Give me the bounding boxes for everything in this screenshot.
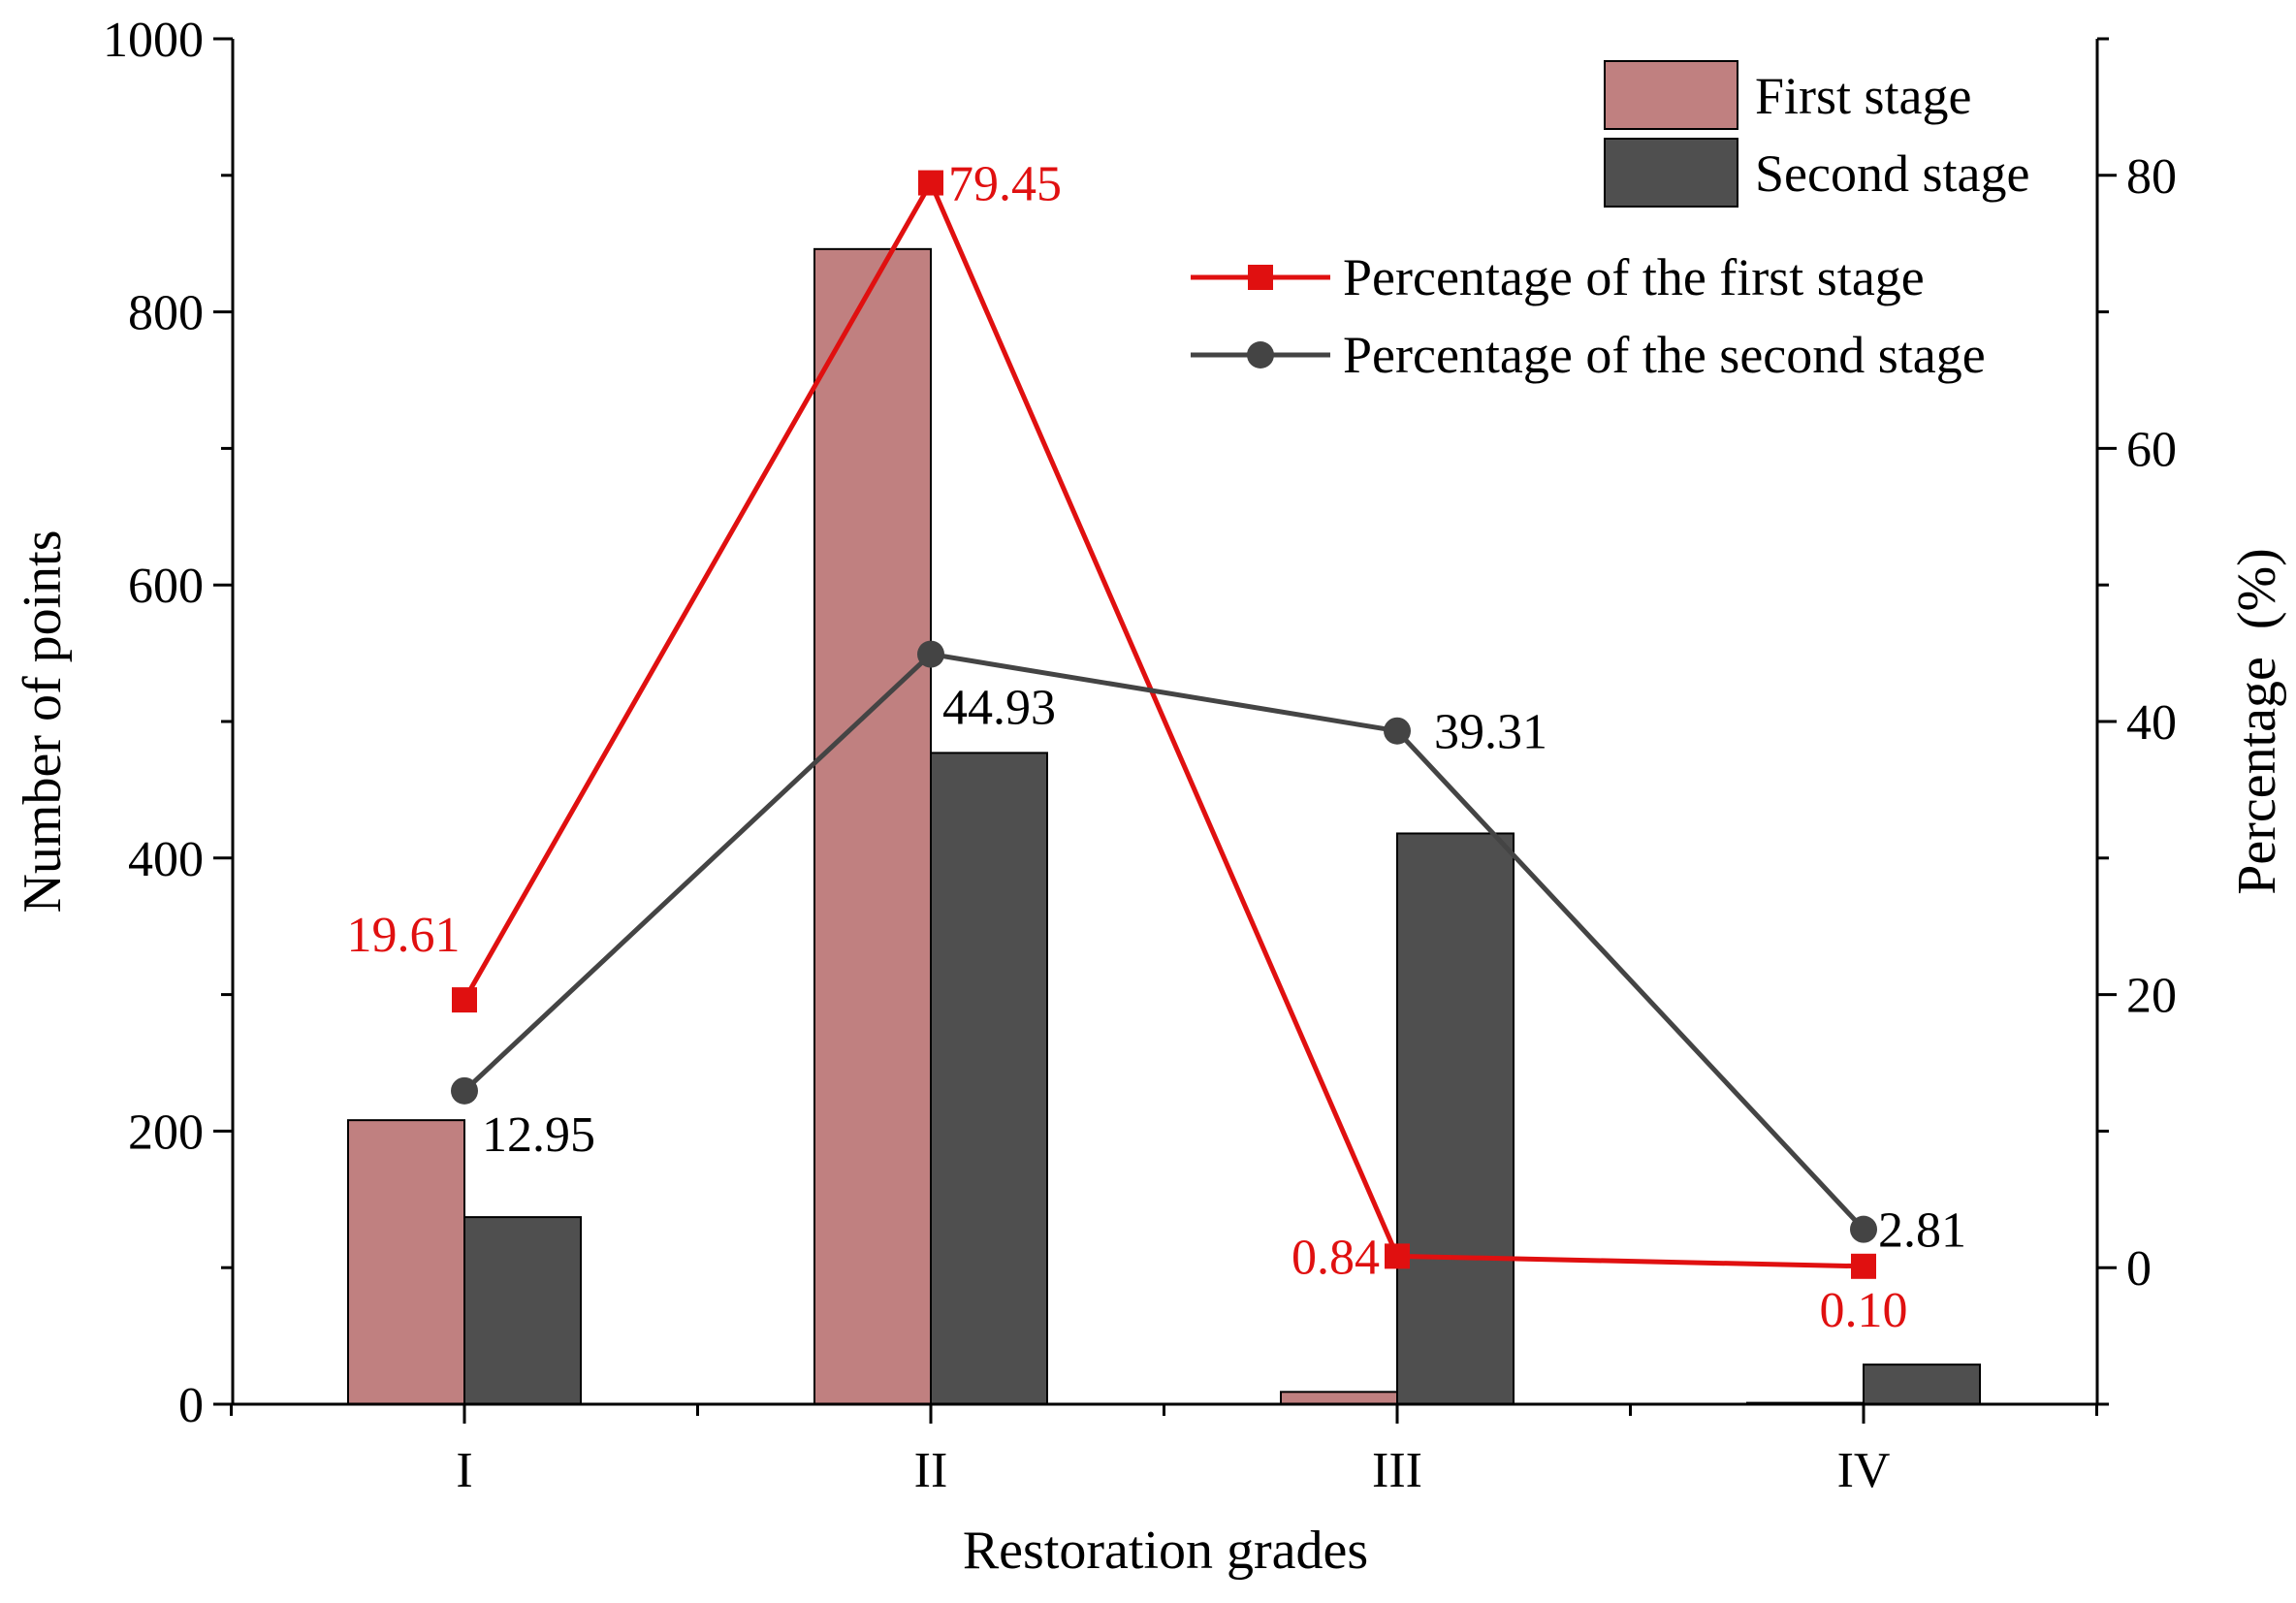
- data-labels-layer: 19.61 79.45 0.84 0.10 12.95 44.93 39.31 2.81: [347, 157, 1967, 1338]
- y-tick-label: 400: [128, 832, 204, 887]
- y-tick-label: 800: [128, 286, 204, 341]
- bar-first-stage-II: [813, 247, 932, 1405]
- y2-tick-label: 40: [2126, 695, 2177, 751]
- legend-swatch-first-stage: [1604, 60, 1738, 130]
- bar-first-stage-III: [1280, 1391, 1398, 1406]
- marker-first-IV: [1851, 1253, 1876, 1279]
- y-tick-label: 200: [128, 1105, 204, 1160]
- data-label-first-III: 0.84: [1292, 1230, 1380, 1285]
- y2-tick-label: 0: [2126, 1241, 2152, 1297]
- legend-label-first-stage-percentage: Percentage of the first stage: [1343, 248, 1925, 306]
- legend-label-second-stage-percentage: Percentage of the second stage: [1343, 326, 1986, 384]
- bar-second-stage-IV: [1863, 1363, 1981, 1405]
- legend-swatch-second-stage: [1604, 138, 1738, 208]
- legend-label-first-stage: First stage: [1755, 67, 1972, 125]
- legend-marker-second-stage: [1247, 341, 1274, 369]
- bar-second-stage-II: [930, 752, 1048, 1405]
- data-label-first-II: 79.45: [948, 157, 1062, 212]
- marker-second-I: [451, 1076, 478, 1105]
- y2-tick-label: 60: [2126, 422, 2177, 477]
- x-tick-label-III: III: [1372, 1443, 1422, 1498]
- data-label-second-II: 44.93: [942, 681, 1056, 736]
- marker-second-III: [1384, 717, 1411, 745]
- data-label-second-III: 39.31: [1434, 705, 1547, 760]
- bar-second-stage-I: [463, 1216, 582, 1405]
- line-first-stage-percentage: [462, 176, 1865, 1269]
- y-tick-label: 600: [128, 559, 204, 614]
- data-label-first-I: 19.61: [347, 908, 461, 963]
- lines-layer: [451, 170, 1877, 1279]
- marker-second-IV: [1850, 1215, 1877, 1243]
- y2-tick-label: 80: [2126, 149, 2177, 205]
- legend: First stage Second stage Percentage of the…: [1191, 60, 2029, 384]
- data-label-second-I: 12.95: [482, 1107, 595, 1163]
- marker-first-II: [918, 170, 943, 196]
- y2-axis-title: Percentage (%): [2227, 548, 2287, 895]
- y2-tick-label: 20: [2126, 969, 2177, 1024]
- y-tick-label: 0: [178, 1378, 204, 1433]
- line-second-stage-percentage: [462, 651, 1866, 1232]
- data-label-first-IV: 0.10: [1820, 1283, 1908, 1338]
- y-axis-title: Number of points: [13, 529, 73, 913]
- x-tick-label-II: II: [914, 1443, 948, 1498]
- legend-label-second-stage: Second stage: [1755, 144, 2029, 203]
- x-tick-label-I: I: [456, 1443, 472, 1498]
- legend-marker-first-stage: [1248, 265, 1273, 290]
- bar-first-stage-I: [347, 1119, 465, 1405]
- bar-second-stage-III: [1396, 832, 1515, 1405]
- data-label-second-IV: 2.81: [1878, 1203, 1966, 1259]
- y-tick-label: 1000: [103, 13, 204, 68]
- x-axis-title: Restoration grades: [963, 1521, 1368, 1581]
- marker-first-I: [452, 987, 477, 1013]
- marker-first-III: [1385, 1243, 1410, 1269]
- bars-layer: [347, 247, 1981, 1406]
- marker-second-II: [917, 640, 944, 668]
- x-tick-label-IV: IV: [1837, 1443, 1891, 1498]
